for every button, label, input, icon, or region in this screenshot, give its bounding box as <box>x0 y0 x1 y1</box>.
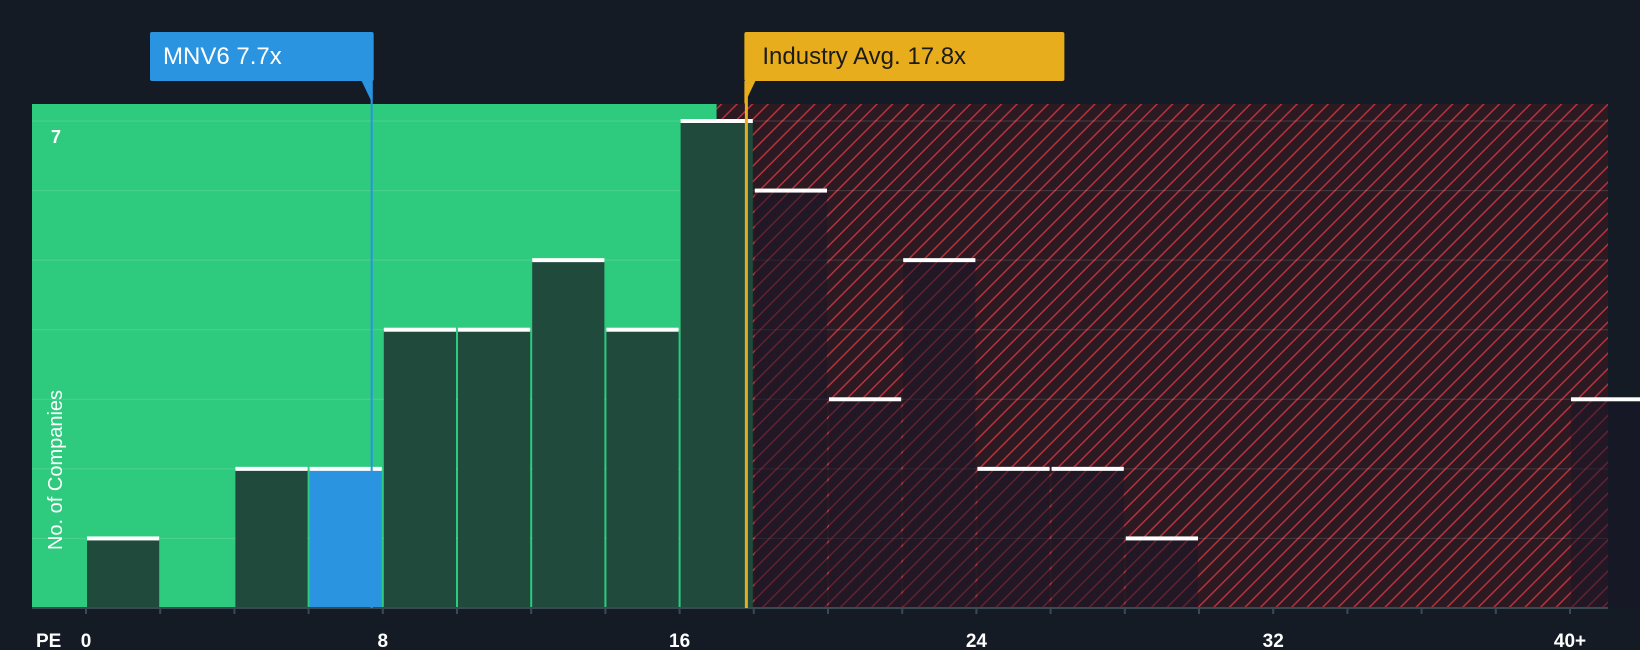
x-tick-label: 0 <box>81 631 92 650</box>
bar-24 <box>977 468 1050 608</box>
bar-cap-14 <box>606 327 679 332</box>
x-tick-label: 8 <box>378 631 389 650</box>
x-axis: 0 8 16 24 32 40+ <box>32 607 1608 650</box>
bar-cap-10 <box>458 327 531 332</box>
bar-cap-6 <box>309 466 382 471</box>
x-axis-label: PE <box>36 631 61 650</box>
bar-16 <box>680 121 753 608</box>
bar-4 <box>235 468 308 608</box>
bar-cap-26 <box>1051 466 1124 471</box>
y-tick-label: 7 <box>51 127 61 147</box>
bar-28 <box>1125 538 1198 608</box>
bar-cap-24 <box>977 466 1050 471</box>
industry-avg-callout-label: Industry Avg. 17.8x <box>762 43 966 70</box>
bar-cap-40 <box>1571 397 1640 402</box>
bar-cap-22 <box>903 258 976 263</box>
company-callout <box>150 32 374 81</box>
x-tick-label: 32 <box>1263 631 1284 650</box>
bar-10 <box>458 329 531 608</box>
bar-18 <box>754 190 827 609</box>
value-markers: MNV6 7.7x Industry Avg. 17.8x <box>150 32 1065 608</box>
bar-8 <box>383 329 456 608</box>
bar-0 <box>87 538 160 608</box>
industry-avg-callout-pointer <box>744 81 756 104</box>
x-tick-label: 24 <box>966 631 988 650</box>
x-tick-label: 40+ <box>1554 631 1586 650</box>
bar-cap-20 <box>829 397 902 402</box>
bar-cap-0 <box>87 536 160 541</box>
bar-cap-18 <box>754 188 827 193</box>
bar-cap-16 <box>680 119 753 123</box>
bar-cap-12 <box>532 258 605 263</box>
y-axis-label: No. of Companies <box>45 390 67 550</box>
industry-avg-callout <box>744 32 1065 81</box>
bar-6 <box>309 468 382 608</box>
bar-22 <box>903 260 976 608</box>
company-callout-pointer <box>361 81 373 104</box>
x-tick-label: 16 <box>669 631 690 650</box>
bar-14 <box>606 329 679 608</box>
bar-40 <box>1571 399 1640 608</box>
company-callout-label: MNV6 7.7x <box>163 43 282 70</box>
bar-cap-8 <box>383 327 456 332</box>
bar-20 <box>829 399 902 608</box>
bar-cap-28 <box>1125 536 1198 541</box>
bar-12 <box>532 260 605 608</box>
bar-cap-4 <box>235 466 308 471</box>
bar-26 <box>1051 468 1124 608</box>
bars <box>87 119 1640 609</box>
